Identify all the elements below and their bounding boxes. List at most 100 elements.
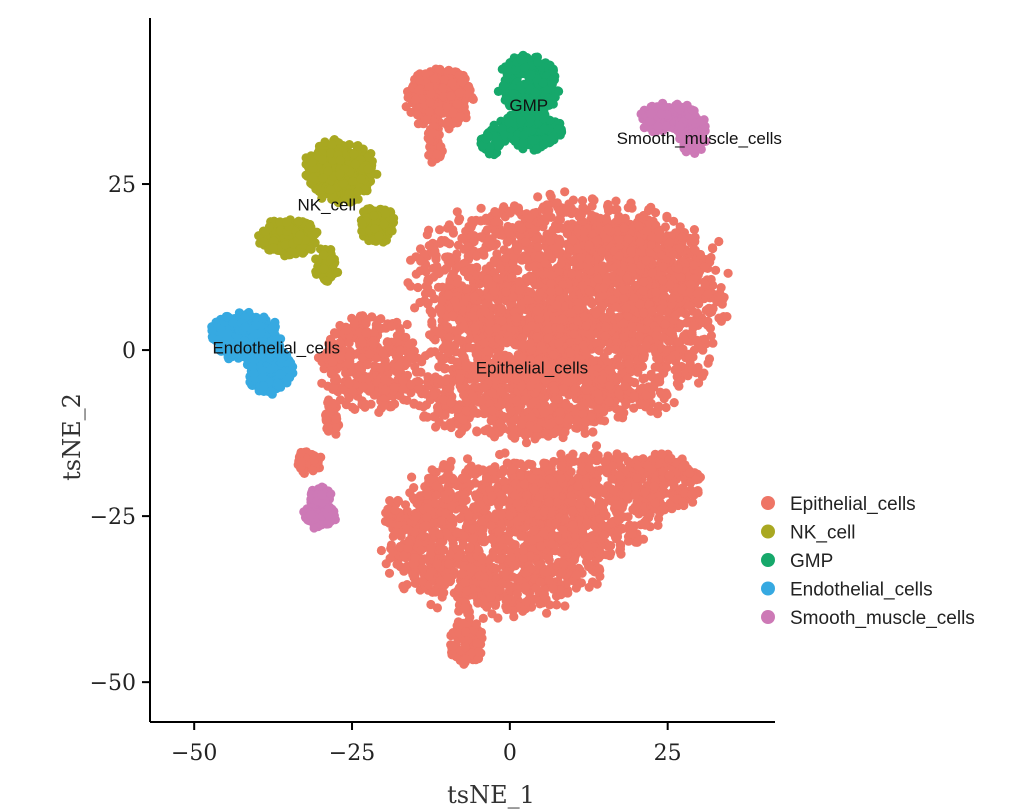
point (416, 256, 426, 266)
point (621, 398, 631, 408)
point (613, 215, 623, 225)
point (555, 215, 566, 225)
point (330, 375, 340, 385)
point (660, 319, 670, 329)
point (647, 306, 657, 316)
point (453, 334, 463, 344)
point (711, 265, 721, 275)
point (432, 603, 442, 613)
point (658, 332, 668, 342)
point (433, 406, 443, 416)
point (658, 275, 668, 285)
point (508, 338, 518, 348)
point (405, 339, 415, 349)
point (498, 337, 508, 347)
point (677, 232, 687, 242)
point (561, 400, 571, 410)
point (470, 323, 480, 333)
point (642, 226, 652, 236)
point (697, 371, 708, 381)
point (444, 332, 454, 342)
point (554, 206, 565, 216)
point (365, 349, 375, 359)
point (560, 601, 570, 611)
point (692, 308, 702, 318)
point (395, 326, 405, 336)
point (517, 224, 527, 234)
point (641, 390, 651, 400)
point (389, 382, 400, 392)
point (369, 339, 379, 349)
point (446, 398, 456, 408)
point (662, 390, 672, 400)
point (362, 360, 373, 370)
point (465, 343, 475, 353)
point (376, 314, 386, 324)
point (433, 282, 444, 292)
series-Epithelial_cells (293, 64, 733, 669)
point (578, 202, 588, 212)
point (508, 258, 518, 268)
point (526, 399, 536, 409)
point (392, 559, 402, 570)
point (684, 301, 694, 311)
point (666, 354, 676, 364)
point (507, 431, 517, 441)
point (689, 225, 700, 235)
point (452, 278, 462, 288)
point (509, 415, 519, 426)
point (583, 377, 593, 387)
point (395, 345, 405, 356)
point (612, 204, 622, 214)
point (597, 246, 607, 257)
point (445, 383, 455, 393)
point (627, 263, 637, 273)
point (651, 287, 661, 297)
point (692, 289, 703, 299)
point (567, 269, 577, 279)
point (543, 248, 554, 258)
point (355, 311, 366, 321)
point (620, 213, 630, 223)
point (635, 323, 645, 333)
point (589, 195, 599, 205)
point (668, 250, 678, 260)
point (597, 265, 608, 275)
point (464, 221, 474, 232)
point (689, 260, 699, 270)
point (660, 291, 670, 301)
point (656, 304, 667, 314)
point (490, 207, 500, 217)
point (443, 322, 453, 332)
point (577, 196, 588, 206)
point (554, 338, 564, 348)
point (496, 400, 506, 410)
point (532, 332, 542, 342)
point (476, 203, 486, 213)
point (654, 401, 664, 411)
point (610, 344, 621, 354)
point (470, 490, 481, 500)
point (619, 223, 629, 233)
point (546, 278, 556, 289)
point (406, 281, 416, 291)
point (473, 349, 483, 359)
point (556, 259, 566, 269)
point (588, 427, 598, 437)
point (676, 285, 687, 295)
point (436, 304, 446, 315)
point (394, 361, 404, 371)
point (708, 338, 718, 348)
point (600, 331, 610, 341)
point (550, 385, 560, 395)
point (487, 388, 497, 398)
point (594, 395, 604, 405)
point (423, 298, 433, 308)
point (505, 208, 515, 218)
point (379, 400, 389, 410)
point (591, 308, 601, 319)
point (527, 273, 537, 283)
point (626, 246, 636, 256)
point (513, 203, 524, 213)
